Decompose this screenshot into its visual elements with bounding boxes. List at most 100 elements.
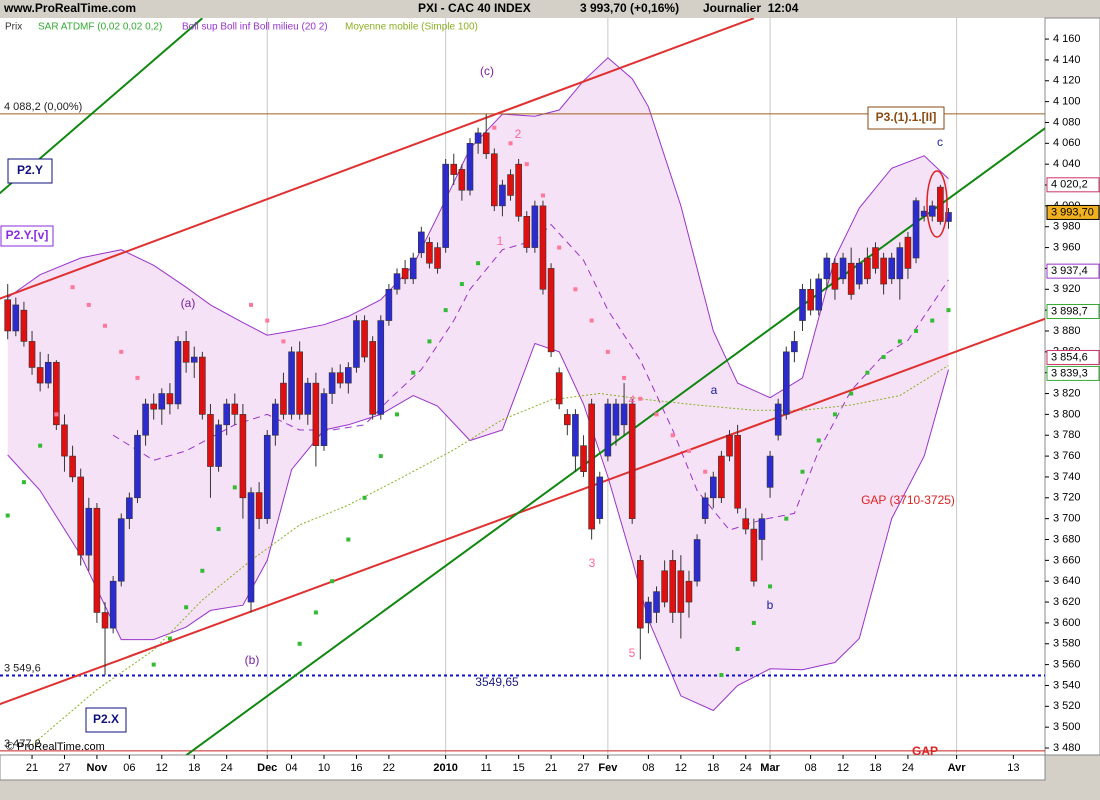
y-tick-label: 3 600 (1053, 617, 1081, 629)
y-tick-label: 3 640 (1053, 575, 1081, 587)
annotation: b (767, 598, 774, 612)
candle-body (77, 476, 84, 556)
candle-body (434, 247, 441, 269)
price-axis (1044, 17, 1100, 756)
candle-body (174, 341, 182, 405)
sar-dot (573, 287, 578, 292)
candle-body (766, 455, 774, 488)
x-tick-label: 11 (480, 762, 491, 774)
candle-body (166, 393, 174, 405)
y-tick-label: 4 160 (1053, 33, 1081, 45)
sar-dot (70, 285, 75, 290)
price-label: 3 839,3 (1051, 367, 1088, 379)
y-tick-label: 4 080 (1053, 116, 1081, 128)
price-label: 3 937,4 (1051, 265, 1088, 277)
candle-body (442, 163, 449, 248)
candle-body (693, 539, 701, 582)
candle-body (272, 403, 279, 436)
candle-body (409, 257, 417, 280)
candle-body (361, 320, 368, 358)
candle-body (345, 367, 352, 384)
x-tick-label: 10 (318, 762, 330, 774)
candle-body (637, 560, 644, 629)
y-tick-label: 3 740 (1053, 471, 1081, 483)
x-tick-label: 15 (513, 762, 525, 774)
sar-dot (216, 527, 221, 532)
sar-dot (346, 537, 351, 542)
sar-dot (167, 636, 172, 641)
price-label: 3 854,6 (1051, 351, 1088, 363)
copyright: © ProRealTime.com (6, 741, 105, 753)
candle-body (101, 612, 109, 629)
annotation: c (937, 135, 943, 149)
candle-body (304, 382, 312, 415)
overlay: Prix SAR ATDMF (0,02 0,02 0,2) Boll sup Bo… (0, 22, 1100, 774)
legend-sar: SAR ATDMF (0,02 0,02 0,2) (38, 22, 162, 33)
sar-dot (946, 308, 951, 313)
sar-dot (378, 454, 383, 459)
price-label: 4 020,2 (1051, 179, 1088, 191)
x-tick-label: 24 (902, 762, 914, 774)
candle-body (726, 434, 733, 457)
sar-dot (816, 438, 821, 443)
quote: 3 993,70 (+0,16%) (580, 1, 679, 15)
candle-body (320, 393, 328, 446)
candle-body (677, 570, 685, 613)
y-tick-label: 4 100 (1053, 96, 1081, 108)
x-tick-label: 06 (123, 762, 135, 774)
candle-body (36, 367, 44, 384)
x-tick-label: 18 (188, 762, 200, 774)
x-tick-label: 08 (642, 762, 654, 774)
sar-dot (394, 412, 399, 417)
annotation: (b) (245, 653, 260, 667)
candle-body (807, 288, 814, 311)
sar-dot (135, 375, 140, 380)
candle-body (750, 528, 758, 582)
y-tick-label: 4 040 (1053, 158, 1081, 170)
y-tick-label: 3 480 (1053, 742, 1081, 754)
sar-dot (897, 339, 902, 344)
y-tick-label: 4 120 (1053, 75, 1081, 87)
candle-body (336, 372, 344, 384)
y-tick-label: 3 720 (1053, 492, 1081, 504)
candle-body (312, 382, 320, 446)
sar-dot (768, 584, 773, 589)
sar-dot (362, 495, 367, 500)
x-tick-label: Dec (257, 762, 277, 774)
candle-body (450, 163, 458, 175)
sar-dot (232, 485, 237, 490)
candle-body (709, 476, 717, 499)
candle-body (523, 215, 531, 248)
candle-body (531, 205, 539, 248)
bollinger-fill (7, 57, 949, 711)
candle-body (385, 288, 393, 321)
y-tick-label: 3 500 (1053, 721, 1081, 733)
sar-dot (622, 375, 627, 380)
y-tick-label: 3 760 (1053, 450, 1081, 462)
annotation-box (7, 158, 53, 184)
candle-body (904, 236, 912, 269)
candle-body (61, 424, 68, 457)
sar-dot (411, 370, 416, 375)
sar-dot (265, 318, 270, 323)
sar-dot (784, 516, 789, 521)
annotation: 4 (629, 393, 636, 407)
y-tick-label: 3 540 (1053, 679, 1081, 691)
candle-body (418, 231, 425, 254)
candle-body (823, 257, 831, 280)
candle-body (596, 476, 604, 519)
sar-dot (654, 412, 659, 417)
annotation: GAP (3710-3725) (861, 493, 955, 507)
candle-body (669, 560, 677, 613)
y-tick-label: 3 960 (1053, 241, 1081, 253)
sar-dot (540, 193, 545, 198)
annotation: (a) (181, 296, 196, 310)
legend-moving-average: Moyenne mobile (Simple 100) (345, 22, 478, 33)
plot: 4 088,2 (0,00%) 3 549,6 3 477,2 (0, 18, 1045, 755)
x-tick-label: Fev (598, 762, 618, 774)
y-tick-label: 3 820 (1053, 387, 1081, 399)
candle-body (4, 299, 12, 332)
sar-dot (589, 318, 594, 323)
